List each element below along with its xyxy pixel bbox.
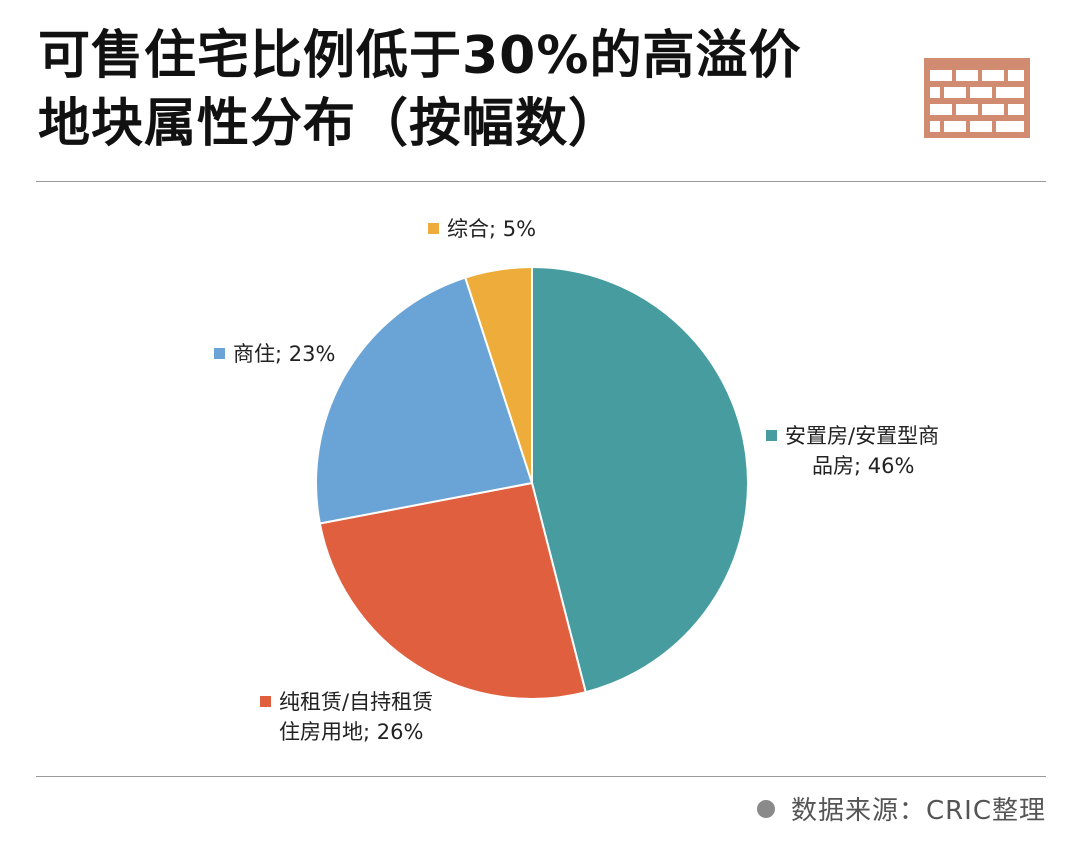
chart-title-line-2: 地块属性分布（按幅数） bbox=[38, 94, 622, 154]
bullet-icon bbox=[756, 799, 775, 818]
swatch-resettlement bbox=[766, 429, 777, 441]
pie-slice-comprehensive bbox=[463, 265, 533, 484]
chart-title-line-1: 可售住宅比例低于30%的高溢价 bbox=[38, 26, 802, 86]
slice-label-rental: 纯租赁/自持租赁 住房用地; 26% bbox=[260, 687, 433, 747]
slice-label-commercial-residential: 商住; 23% bbox=[214, 339, 335, 369]
swatch-rental bbox=[260, 695, 271, 707]
brick-wall-icon bbox=[924, 58, 1030, 138]
pie-slice-resettlement bbox=[531, 265, 749, 694]
slice-label-resettlement: 安置房/安置型商 品房; 46% bbox=[766, 421, 939, 481]
swatch-commercial-residential bbox=[214, 347, 225, 359]
swatch-comprehensive bbox=[428, 222, 439, 234]
pie-slice-commercial-residential bbox=[315, 276, 534, 525]
source-note: 数据来源：CRIC整理 bbox=[756, 790, 1046, 827]
pie-slice-rental bbox=[318, 481, 587, 700]
chart-title: 可售住宅比例低于30%的高溢价 地块属性分布（按幅数） bbox=[38, 22, 898, 158]
top-divider bbox=[36, 181, 1046, 182]
slice-label-comprehensive: 综合; 5% bbox=[428, 214, 536, 244]
bottom-divider bbox=[36, 776, 1046, 777]
